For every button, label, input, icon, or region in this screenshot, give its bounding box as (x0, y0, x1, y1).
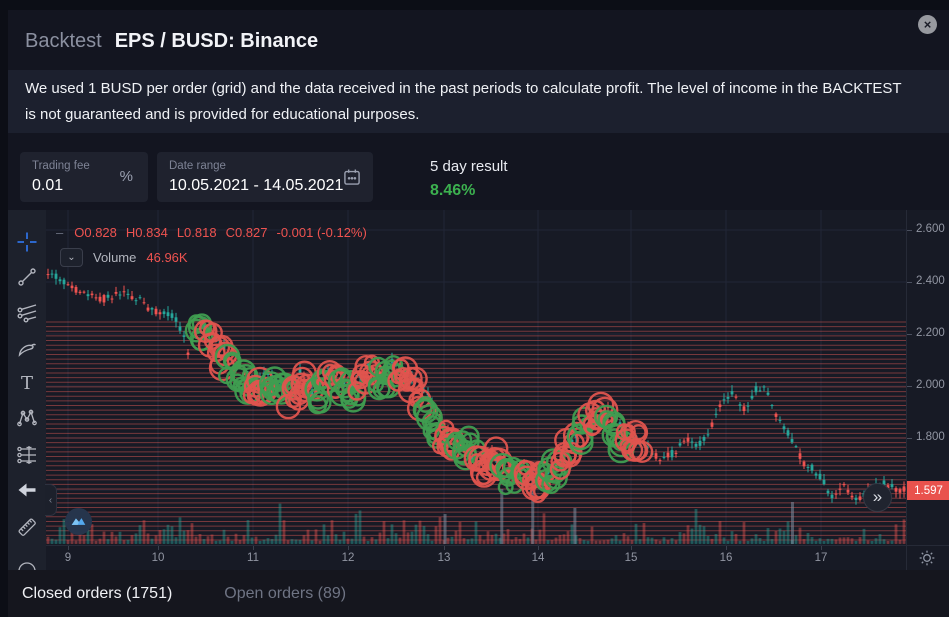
trading-fee-unit: % (119, 168, 133, 185)
close-icon[interactable]: × (918, 15, 937, 34)
forecast-icon[interactable] (15, 443, 39, 467)
svg-text:T: T (21, 373, 33, 394)
toolbar-collapse-handle[interactable]: ‹ (45, 484, 57, 516)
time-tick: 9 (64, 552, 72, 564)
mountain-logo-icon (71, 518, 86, 525)
time-tick: 12 (341, 552, 355, 564)
brush-icon[interactable] (15, 338, 39, 362)
trading-fee-label: Trading fee (32, 160, 90, 172)
series-dash: – (56, 225, 64, 240)
price-tick: 2.600 (907, 223, 945, 235)
time-axis[interactable]: 9 10 11 12 13 14 15 16 17 (46, 545, 906, 571)
volume-value: 46.96K (146, 250, 188, 265)
trading-fee-value[interactable]: 0.01 (32, 177, 64, 194)
fib-retracement-icon[interactable] (15, 301, 39, 325)
time-tick: 17 (814, 552, 828, 564)
price-tick: 2.000 (907, 379, 945, 391)
chart-logo-button[interactable] (65, 508, 92, 535)
ohlc-open: O0.828 (74, 225, 117, 240)
time-tick-mark (631, 546, 632, 550)
backtest-modal: Backtest EPS / BUSD: Binance × We used 1… (8, 10, 949, 617)
scroll-to-latest-button[interactable]: » (863, 483, 892, 512)
trend-line-icon[interactable] (15, 265, 39, 289)
result-value: 8.46% (430, 182, 476, 199)
time-tick-mark (348, 546, 349, 550)
date-range-label: Date range (169, 160, 226, 172)
ohlc-legend: – O0.828 H0.834 L0.818 C0.827 -0.001 (-0… (56, 225, 367, 240)
chart-plot[interactable]: – O0.828 H0.834 L0.818 C0.827 -0.001 (-0… (46, 210, 906, 545)
candlestick-chart[interactable] (46, 210, 906, 545)
calendar-icon[interactable] (342, 167, 362, 187)
disclaimer-band: We used 1 BUSD per order (grid) and the … (8, 70, 949, 133)
time-tick-mark (538, 546, 539, 550)
time-tick: 13 (437, 552, 451, 564)
price-tick: 2.400 (907, 275, 945, 287)
crosshair-icon[interactable] (15, 230, 39, 254)
time-tick-mark (68, 546, 69, 550)
price-tick: 2.200 (907, 327, 945, 339)
ruler-icon[interactable] (15, 515, 39, 539)
disclaimer-text: We used 1 BUSD per order (grid) and the … (25, 79, 902, 123)
price-tick: 1.800 (907, 431, 945, 443)
time-tick-mark (726, 546, 727, 550)
price-axis[interactable]: 1.597 2.600 2.400 2.200 2.000 1.800 (906, 210, 949, 545)
axis-settings-corner (906, 545, 949, 571)
ohlc-low: L0.818 (176, 225, 217, 240)
time-tick: 15 (624, 552, 638, 564)
time-tick-mark (821, 546, 822, 550)
time-tick-mark (158, 546, 159, 550)
time-tick-mark (444, 546, 445, 550)
backtest-badge: Backtest (25, 30, 102, 52)
drawing-toolbar: T (8, 210, 47, 578)
time-tick: 11 (247, 552, 259, 564)
ohlc-close: C0.827 (225, 225, 268, 240)
pair-title: EPS / BUSD: Binance (114, 30, 319, 52)
date-range-field[interactable]: Date range 10.05.2021 - 14.05.2021 (157, 152, 373, 202)
volume-legend: ⌄ Volume 46.96K (60, 248, 188, 267)
ohlc-high: H0.834 (125, 225, 168, 240)
trading-fee-field[interactable]: Trading fee 0.01 % (20, 152, 148, 202)
page-title: Backtest EPS / BUSD: Binance (25, 30, 318, 56)
tab-open-orders[interactable]: Open orders (89) (224, 584, 347, 602)
time-tick: 10 (151, 552, 165, 564)
ohlc-change: -0.001 (-0.12%) (276, 225, 367, 240)
text-icon[interactable]: T (15, 371, 39, 395)
chevron-down-icon[interactable]: ⌄ (60, 248, 83, 267)
last-price-badge: 1.597 (907, 481, 949, 500)
gear-icon[interactable] (916, 547, 938, 569)
time-tick-mark (253, 546, 254, 550)
volume-label: Volume (93, 250, 137, 265)
orders-tabs-bar: Closed orders (1751) Open orders (89) (8, 570, 949, 617)
arrow-left-icon[interactable] (15, 478, 39, 502)
xabcd-pattern-icon[interactable] (15, 406, 39, 430)
time-tick: 14 (531, 552, 545, 564)
date-range-value[interactable]: 10.05.2021 - 14.05.2021 (169, 177, 344, 194)
tab-closed-orders[interactable]: Closed orders (1751) (22, 584, 173, 602)
time-tick: 16 (719, 552, 733, 564)
result-label: 5 day result (430, 158, 508, 175)
